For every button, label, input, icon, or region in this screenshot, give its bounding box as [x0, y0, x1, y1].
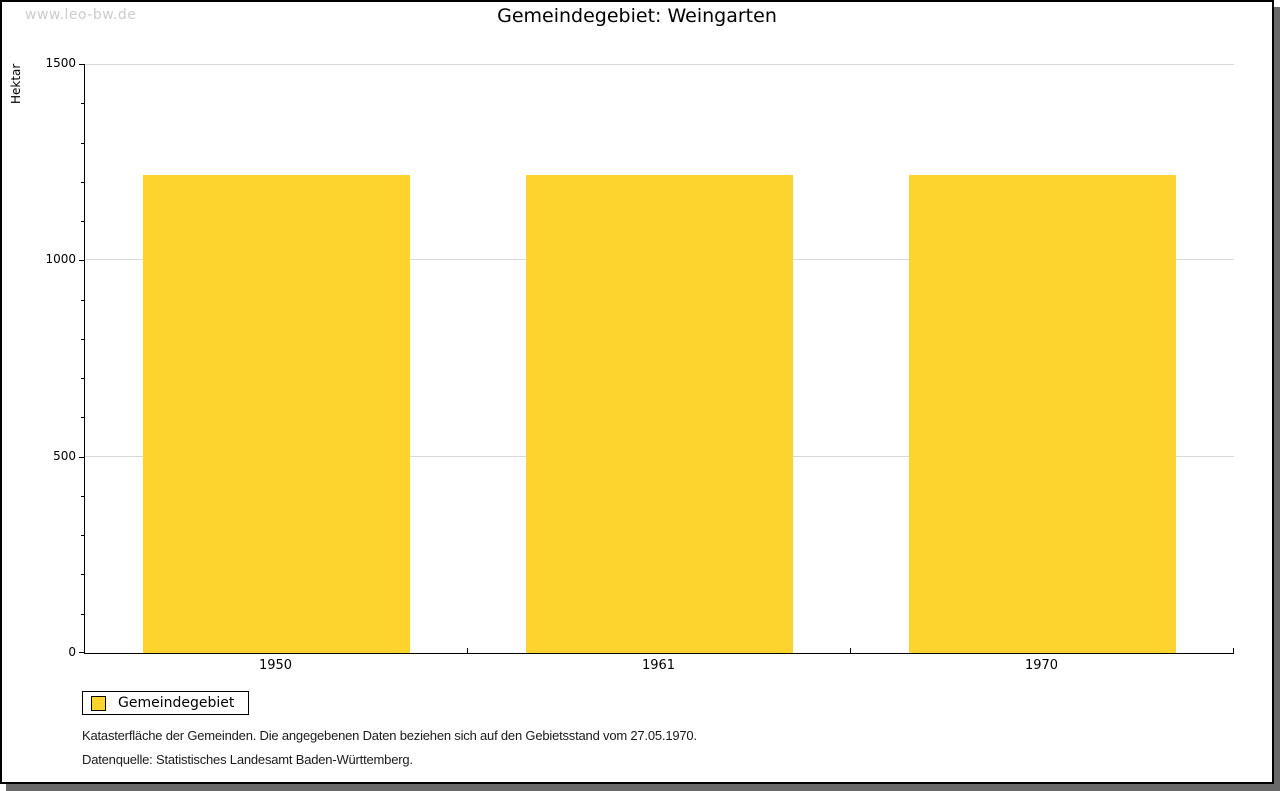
y-major-tick-0	[79, 652, 84, 653]
x-boundary-tick-1	[467, 648, 468, 653]
chart-title: Gemeindegebiet: Weingarten	[497, 5, 777, 27]
footnote-source-note: Katasterfläche der Gemeinden. Die angege…	[82, 728, 697, 743]
y-minor-tick-400	[81, 495, 84, 497]
y-major-tick-1000	[79, 260, 84, 262]
x-tick-label-1961: 1961	[641, 658, 676, 673]
x-tick-label-1970: 1970	[1024, 658, 1059, 673]
x-boundary-tick-3	[1233, 648, 1234, 653]
bar-1961	[526, 175, 793, 653]
y-minor-tick-1200	[81, 181, 84, 183]
bar-1950	[143, 175, 410, 653]
watermark: www.leo-bw.de	[25, 7, 137, 23]
y-tick-label-0: 0	[68, 645, 76, 659]
y-minor-tick-800	[81, 338, 84, 340]
y-minor-tick-700	[81, 378, 84, 380]
footnote-data-source: Datenquelle: Statistisches Landesamt Bad…	[82, 752, 413, 767]
y-tick-label-1000: 1000	[45, 252, 76, 267]
legend-swatch-icon	[91, 695, 106, 711]
y-minor-tick-600	[81, 417, 84, 419]
legend-label: Gemeindegebiet	[118, 695, 235, 711]
y-major-tick-1500	[79, 64, 84, 65]
legend: Gemeindegebiet	[82, 691, 250, 715]
y-minor-tick-1300	[81, 142, 84, 144]
y-major-tick-500	[79, 456, 84, 458]
y-minor-tick-200	[81, 574, 84, 576]
gridline-1500	[85, 64, 1234, 65]
y-minor-tick-1400	[81, 103, 84, 105]
bar-1970	[909, 175, 1176, 653]
x-boundary-tick-2	[850, 648, 851, 653]
y-tick-label-1500: 1500	[45, 56, 76, 70]
y-minor-tick-100	[81, 613, 84, 615]
y-tick-label-500: 500	[53, 448, 76, 463]
y-minor-tick-900	[81, 299, 84, 301]
x-tick-label-1950: 1950	[258, 658, 293, 673]
y-minor-tick-1100	[81, 221, 84, 223]
y-minor-tick-300	[81, 535, 84, 537]
plot-area	[79, 64, 1234, 654]
